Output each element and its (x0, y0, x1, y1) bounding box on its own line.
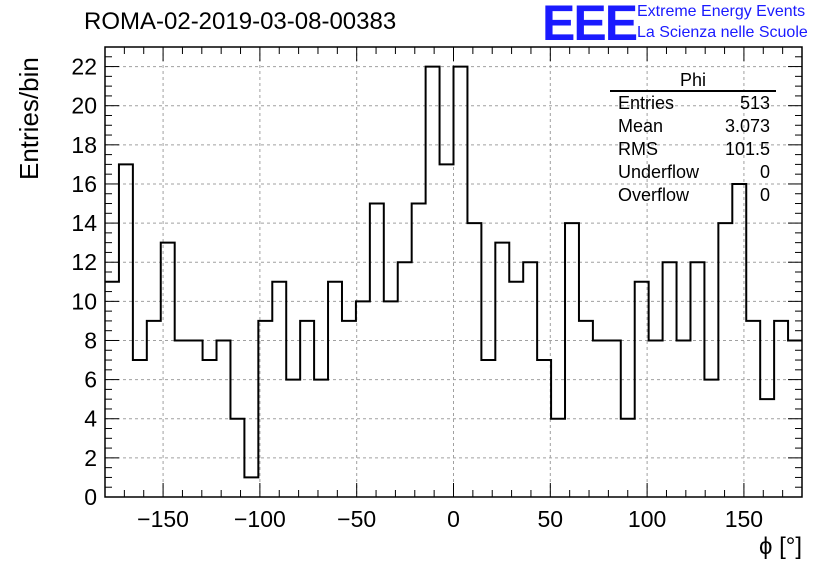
histogram-bin (537, 360, 551, 497)
histogram-bin (203, 360, 217, 497)
stats-label: Overflow (618, 185, 690, 205)
histogram-bin (774, 321, 788, 497)
y-tick-label: 20 (71, 93, 97, 119)
x-axis-label: ϕ [°] (758, 533, 802, 560)
logo-line-1: Extreme Energy Events (637, 3, 806, 20)
histogram-bin (272, 282, 286, 497)
x-tick-label: 150 (725, 506, 763, 532)
histogram-bin (119, 164, 133, 497)
stats-row-overflow: Overflow 0 (610, 184, 776, 207)
histogram-bin (454, 67, 468, 497)
histogram-bin (314, 380, 328, 497)
histogram-bin (133, 360, 147, 497)
histogram-bin (328, 282, 342, 497)
eee-logo: EEE (542, 0, 638, 51)
histogram-bin (718, 223, 732, 497)
logo-line-2: La Scienza nelle Scuole (637, 24, 808, 41)
histogram-bin (495, 243, 509, 497)
x-tick-label: −100 (234, 506, 286, 532)
histogram-bin (217, 340, 231, 497)
histogram-bin (356, 301, 370, 497)
stats-row-rms: RMS 101.5 (610, 138, 776, 161)
histogram-bin (607, 340, 621, 497)
histogram-bin (286, 380, 300, 497)
stats-value: 513 (739, 93, 770, 113)
stats-label: Underflow (618, 162, 700, 182)
y-tick-label: 8 (84, 327, 97, 353)
stats-box: Phi Entries 513 Mean 3.073 RMS 101.5 Und… (610, 70, 776, 207)
y-tick-label: 22 (71, 54, 97, 80)
histogram-bin (579, 321, 593, 497)
histogram-bin (147, 321, 161, 497)
x-tick-label: 0 (447, 506, 460, 532)
histogram-bin (161, 243, 175, 497)
histogram-bin (649, 340, 663, 497)
histogram-bin (175, 340, 189, 497)
stats-value: 0 (759, 162, 770, 182)
histogram-bin (481, 360, 495, 497)
histogram-bin (426, 67, 440, 497)
stats-label: Mean (618, 116, 664, 136)
stats-label: RMS (618, 139, 658, 159)
histogram-bin (704, 380, 718, 497)
y-tick-label: 10 (71, 288, 97, 314)
stats-value: 0 (759, 185, 770, 205)
stats-row-underflow: Underflow 0 (610, 161, 776, 184)
x-tick-label: −50 (337, 506, 376, 532)
histogram-bin (565, 223, 579, 497)
histogram-bin (384, 301, 398, 497)
histogram-bin (690, 262, 704, 497)
y-tick-label: 12 (71, 249, 97, 275)
y-tick-label: 6 (84, 367, 97, 393)
histogram-bin (746, 321, 760, 497)
histogram-bin (467, 223, 481, 497)
x-tick-label: 100 (628, 506, 666, 532)
x-tick-label: 50 (538, 506, 564, 532)
y-tick-label: 2 (84, 445, 97, 471)
histogram-bin (509, 282, 523, 497)
stats-name: Phi (610, 70, 776, 92)
y-tick-label: 4 (84, 406, 97, 432)
histogram-bin (760, 399, 774, 497)
y-tick-label: 14 (71, 210, 97, 236)
x-tick-label: −150 (137, 506, 189, 532)
plot-title: ROMA-02-2019-03-08-00383 (84, 8, 397, 35)
stats-value: 3.073 (724, 116, 770, 136)
histogram-line (105, 65, 802, 479)
y-tick-label: 0 (84, 484, 97, 510)
histogram-bin (244, 477, 258, 497)
y-axis-label: Entries/bin (14, 57, 44, 180)
histogram-bin (635, 282, 649, 497)
y-tick-label: 18 (71, 132, 97, 158)
y-tick-label: 16 (71, 171, 97, 197)
histogram-bin (412, 204, 426, 497)
histogram-bin (300, 321, 314, 497)
stats-row-mean: Mean 3.073 (610, 115, 776, 138)
stats-value: 101.5 (724, 139, 770, 159)
stats-label: Entries (618, 93, 675, 113)
histogram-bin (440, 164, 454, 497)
histogram-bin (342, 321, 356, 497)
histogram-bin (258, 321, 272, 497)
stats-row-entries: Entries 513 (610, 92, 776, 115)
histogram-bin (370, 204, 384, 497)
